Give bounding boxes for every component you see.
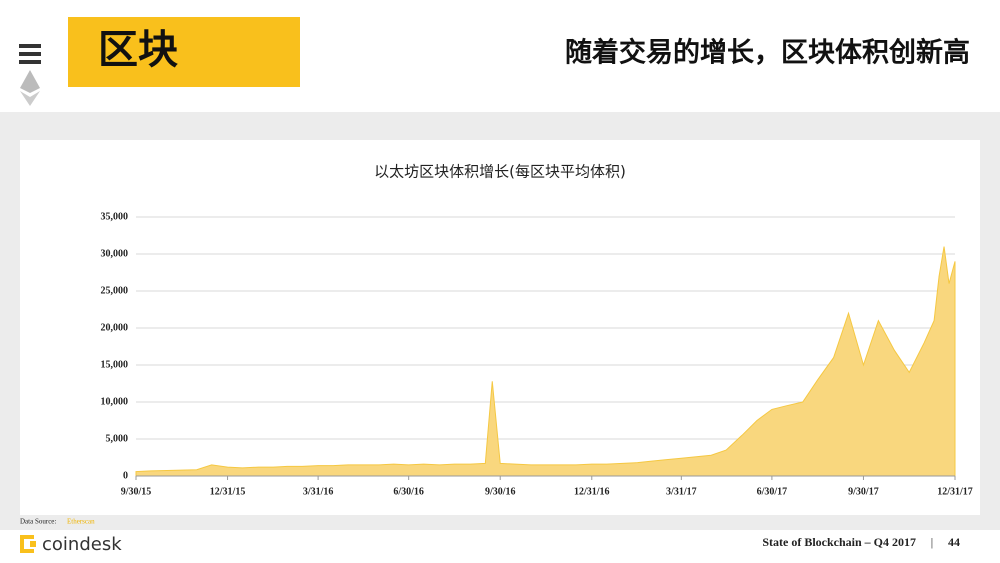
- source-label: Data Source:: [20, 518, 56, 526]
- title-box: [68, 17, 300, 87]
- x-tick-label: 6/30/17: [757, 486, 788, 497]
- plot: 0 5,000 10,000 15,000 20,000 25,000 30,000 35,0…: [101, 211, 973, 497]
- report-name: State of Blockchain – Q4 2017: [762, 535, 916, 549]
- menu-icon: [19, 44, 41, 64]
- x-tick-label: 9/30/17: [848, 486, 879, 497]
- y-tick-label: 20,000: [101, 322, 129, 333]
- slide-subtitle: 随着交易的增长，区块体积创新高: [565, 37, 970, 69]
- x-tick-label: 9/30/16: [485, 486, 516, 497]
- slide-title: 区块: [98, 27, 178, 73]
- y-tick-label: 5,000: [106, 433, 129, 444]
- page-number: 44: [948, 535, 960, 549]
- eth-icon: [20, 70, 40, 106]
- x-tick-label: 6/30/16: [393, 486, 424, 497]
- x-tick-label: 3/31/16: [303, 486, 334, 497]
- x-tick-label: 3/31/17: [666, 486, 697, 497]
- chart-title: 以太坊区块体积增长(每区块平均体积): [374, 163, 626, 181]
- source-link[interactable]: Etherscan: [67, 518, 95, 526]
- y-tick-label: 35,000: [101, 211, 129, 222]
- y-tick-label: 25,000: [101, 285, 129, 296]
- x-tick-label: 12/31/16: [574, 486, 610, 497]
- area: [135, 246, 956, 477]
- brand: coindesk: [42, 534, 122, 555]
- coindesk-logo: [20, 535, 36, 553]
- y-tick-label: 0: [123, 470, 128, 481]
- x-tick-label: 9/30/15: [121, 486, 152, 497]
- x-tick-label: 12/31/15: [210, 486, 246, 497]
- y-tick-label: 10,000: [101, 396, 129, 407]
- x-tick-label: 12/31/17: [937, 486, 973, 497]
- separator: |: [931, 535, 933, 549]
- y-tick-label: 30,000: [101, 248, 129, 259]
- y-tick-label: 15,000: [101, 359, 129, 370]
